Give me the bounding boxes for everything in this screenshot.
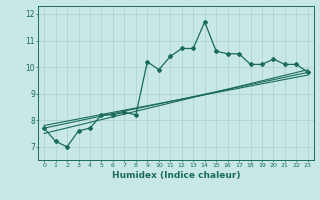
X-axis label: Humidex (Indice chaleur): Humidex (Indice chaleur) xyxy=(112,171,240,180)
